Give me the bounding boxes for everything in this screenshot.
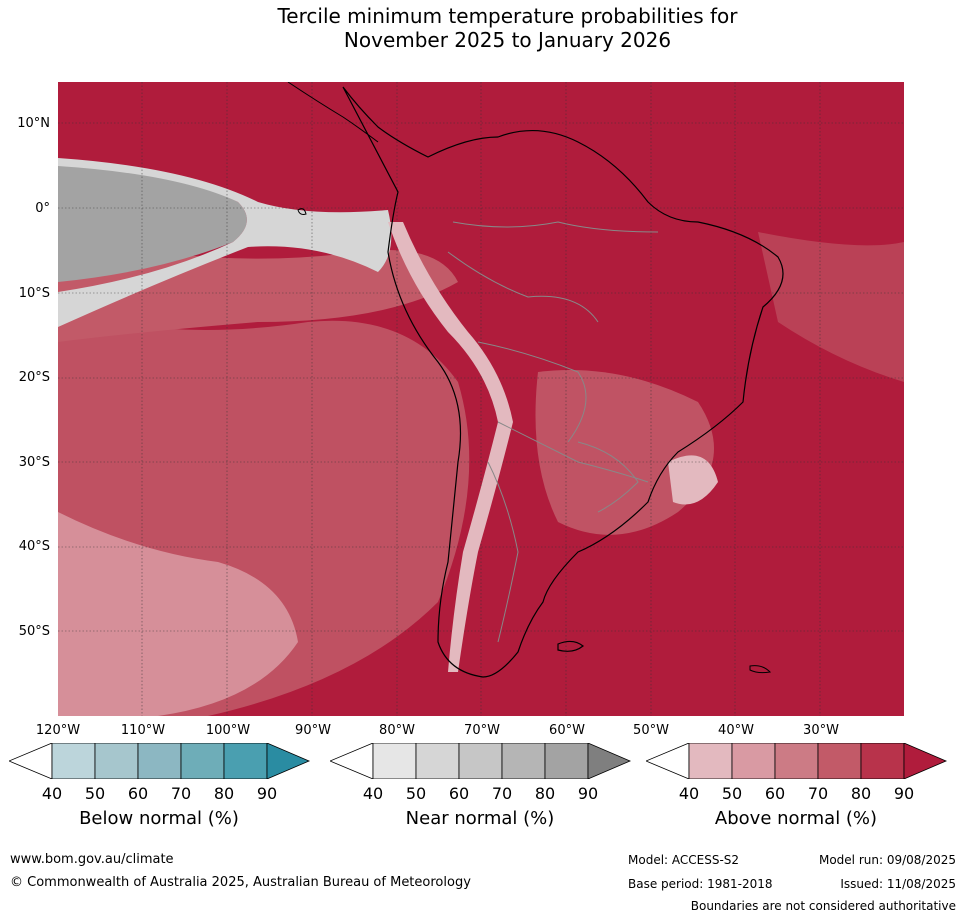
colorbar-above-normal [646,743,948,779]
cb1-bin-80-90 [223,743,268,779]
cb2-low-extension [330,743,374,779]
lon-label-50w: 50°W [633,723,669,738]
cb2-bin-80-90 [544,743,589,779]
colorbar-label-above-normal: Above normal (%) [714,808,878,829]
lon-label-60w: 60°W [549,723,585,738]
lon-label-120w: 120°W [35,723,81,738]
title-line-2: November 2025 to January 2026 [343,28,672,52]
cb3-tick: 60 [764,784,786,803]
cb3-bin-50-60 [731,743,776,779]
colorbar-label-near-normal: Near normal (%) [405,808,555,829]
footer-disclaimer: Boundaries are not considered authoritat… [690,899,956,913]
falkland-islands [557,640,584,652]
east-atlantic-patch [758,232,904,382]
south-america-coastline [342,86,784,678]
cb1-tick: 40 [41,784,63,803]
cb1-high-extension [266,743,311,779]
cb1-bin-40-50 [51,743,96,779]
cb1-tick: 60 [127,784,149,803]
footer-base-period: Base period: 1981-2018 [628,877,773,891]
lat-label-30s: 30°S [18,455,50,470]
lon-label-90w: 90°W [295,723,331,738]
patch-60-south-pacific [58,512,298,716]
cb3-tick: 80 [850,784,872,803]
cb2-tick: 40 [362,784,384,803]
cb1-low-extension [9,743,53,779]
lon-label-80w: 80°W [379,723,415,738]
map-title: Tercile minimum temperature probabilitie… [0,4,965,52]
lat-label-20s: 20°S [18,370,50,385]
cb2-tick: 70 [491,784,513,803]
cb1-tick: 70 [170,784,192,803]
cb3-bin-40-50 [688,743,733,779]
cb3-tick: 40 [678,784,700,803]
south-georgia [749,665,772,674]
footer-issued: Issued: 11/08/2025 [840,877,956,891]
near-normal-region [58,162,247,282]
cb2-high-extension [587,743,632,779]
cb1-bin-70-80 [180,743,225,779]
probability-map [58,82,904,716]
cb1-tick: 90 [256,784,278,803]
cb1-tick: 50 [84,784,106,803]
near-normal-light-region [58,158,392,327]
cb2-bin-70-80 [501,743,546,779]
lon-label-100w: 100°W [205,723,251,738]
cb2-tick: 90 [577,784,599,803]
lon-label-70w: 70°W [464,723,500,738]
colorbar-label-below-normal: Below normal (%) [79,808,239,829]
cb1-tick: 80 [213,784,235,803]
cb3-low-extension [646,743,690,779]
galapagos-islands [297,208,307,215]
cb3-bin-70-80 [817,743,862,779]
brazil-coast-light-patch [668,455,718,505]
footer-copyright: © Commonwealth of Australia 2025, Austra… [10,875,471,890]
cb2-tick: 80 [534,784,556,803]
lat-label-40s: 40°S [18,539,50,554]
cb3-bin-60-70 [774,743,819,779]
cb2-tick: 50 [405,784,427,803]
cb2-bin-50-60 [415,743,460,779]
footer-model-run: Model run: 09/08/2025 [818,853,956,867]
cb3-tick: 50 [721,784,743,803]
lat-label-10n: 10°N [17,116,50,131]
footer-model: Model: ACCESS-S2 [628,853,740,867]
cb1-bin-60-70 [137,743,182,779]
lat-label-0: 0° [35,201,50,216]
lon-label-30w: 30°W [803,723,839,738]
colorbar-below-normal [9,743,311,779]
footer-url: www.bom.gov.au/climate [10,852,174,867]
lat-label-10s: 10°S [18,286,50,301]
gridlines [58,82,904,716]
south-atlantic-patch [535,370,714,535]
andes-strip [388,222,513,672]
lon-label-110w: 110°W [120,723,166,738]
country-borders [447,221,659,643]
title-line-1: Tercile minimum temperature probabilitie… [277,4,738,28]
cb2-bin-60-70 [458,743,503,779]
colorbar-near-normal [330,743,632,779]
central-america-coastline [287,82,379,143]
lon-label-40w: 40°W [718,723,754,738]
cb2-bin-40-50 [372,743,417,779]
cb3-tick: 90 [893,784,915,803]
cb3-tick: 70 [807,784,829,803]
cb3-high-extension [903,743,948,779]
cb1-bin-50-60 [94,743,139,779]
cb3-bin-80-90 [860,743,905,779]
lat-label-50s: 50°S [18,624,50,639]
cb2-tick: 60 [448,784,470,803]
